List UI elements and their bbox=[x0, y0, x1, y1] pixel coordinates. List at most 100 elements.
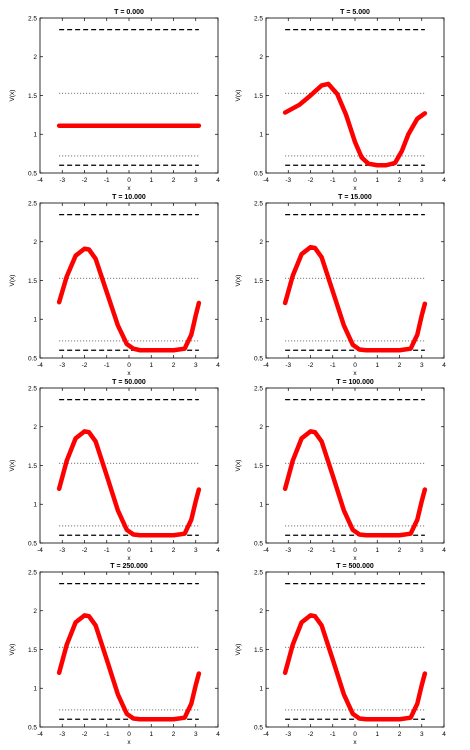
x-tick-label: 1 bbox=[375, 362, 379, 369]
y-axis-label: V(x) bbox=[235, 460, 242, 472]
x-tick-label: 1 bbox=[149, 731, 153, 738]
y-tick-label: 2 bbox=[259, 424, 263, 431]
x-tick-label: 4 bbox=[442, 731, 446, 738]
chart-title: T = 500.000 bbox=[336, 563, 374, 570]
x-tick-label: 4 bbox=[442, 362, 446, 369]
series-line-1 bbox=[56, 613, 202, 722]
x-tick-label: -4 bbox=[263, 547, 269, 554]
x-tick-label: 0 bbox=[353, 362, 357, 369]
x-tick-label: -1 bbox=[330, 731, 336, 738]
x-tick-label: -4 bbox=[263, 362, 269, 369]
y-tick-label: 0.5 bbox=[254, 355, 263, 362]
x-tick-label: 2 bbox=[398, 362, 402, 369]
y-tick-label: 1.5 bbox=[28, 93, 37, 100]
y-tick-label: 2 bbox=[259, 54, 263, 61]
y-tick-label: 2 bbox=[259, 239, 263, 246]
y-axis-label: V(x) bbox=[235, 90, 242, 102]
x-tick-label: 3 bbox=[420, 547, 424, 554]
x-tick-label: -3 bbox=[285, 362, 291, 369]
x-tick-label: -2 bbox=[82, 177, 88, 184]
series-line-1 bbox=[282, 81, 428, 168]
y-tick-label: 1 bbox=[33, 686, 37, 693]
y-tick-label: 2.5 bbox=[254, 385, 263, 392]
chart-panel-1: -4 -3 -2 -1 0 1 2 3 4 0.5 1 1.5 2 2.5 T = 0.000 x V(x) bbox=[9, 9, 220, 192]
x-tick-label: 4 bbox=[442, 177, 446, 184]
x-axis-label: x bbox=[353, 185, 357, 192]
x-tick-label: 4 bbox=[216, 731, 220, 738]
y-tick-label: 1.5 bbox=[28, 278, 37, 285]
x-axis-label: x bbox=[353, 370, 357, 377]
y-tick-label: 2 bbox=[33, 54, 37, 61]
chart-title: T = 10.000 bbox=[112, 194, 146, 201]
x-tick-label: 0 bbox=[127, 177, 131, 184]
x-tick-label: -2 bbox=[82, 362, 88, 369]
x-tick-label: 0 bbox=[353, 177, 357, 184]
x-tick-label: 2 bbox=[398, 547, 402, 554]
y-tick-label: 0.5 bbox=[28, 355, 37, 362]
plot-frame bbox=[39, 17, 219, 174]
y-axis-label: V(x) bbox=[9, 644, 16, 656]
chart-title: T = 50.000 bbox=[112, 379, 146, 386]
y-tick-label: 0.5 bbox=[254, 724, 263, 731]
x-tick-label: 3 bbox=[194, 362, 198, 369]
x-tick-label: -1 bbox=[104, 547, 110, 554]
chart-panel-4: -4 -3 -2 -1 0 1 2 3 4 0.5 1 1.5 2 2.5 T = 15.000 x V(x) bbox=[235, 194, 446, 377]
y-tick-label: 1 bbox=[33, 317, 37, 324]
y-tick-label: 1.5 bbox=[28, 647, 37, 654]
y-tick-label: 2 bbox=[33, 608, 37, 615]
y-tick-label: 1 bbox=[259, 132, 263, 139]
x-tick-label: 2 bbox=[172, 731, 176, 738]
y-tick-label: 2.5 bbox=[254, 569, 263, 576]
series-line-1 bbox=[56, 246, 202, 353]
x-tick-label: 0 bbox=[353, 731, 357, 738]
x-tick-label: 1 bbox=[375, 731, 379, 738]
x-tick-label: 1 bbox=[149, 547, 153, 554]
y-tick-label: 1.5 bbox=[254, 647, 263, 654]
series-line-1 bbox=[282, 429, 428, 538]
x-tick-label: 2 bbox=[172, 547, 176, 554]
x-tick-label: -4 bbox=[37, 177, 43, 184]
y-tick-label: 0.5 bbox=[28, 540, 37, 547]
y-tick-label: 1 bbox=[259, 317, 263, 324]
x-tick-label: 2 bbox=[398, 177, 402, 184]
x-tick-label: -1 bbox=[104, 362, 110, 369]
chart-title: T = 100.000 bbox=[336, 379, 374, 386]
x-axis-label: x bbox=[127, 370, 131, 377]
x-tick-label: 2 bbox=[172, 177, 176, 184]
plot-frame bbox=[265, 17, 445, 174]
x-tick-label: -3 bbox=[59, 177, 65, 184]
x-tick-label: -4 bbox=[37, 547, 43, 554]
x-tick-label: -4 bbox=[37, 362, 43, 369]
x-tick-label: 0 bbox=[127, 547, 131, 554]
x-tick-label: 3 bbox=[420, 362, 424, 369]
x-tick-label: -3 bbox=[59, 547, 65, 554]
chart-panel-8: -4 -3 -2 -1 0 1 2 3 4 0.5 1 1.5 2 2.5 T = 500.000 x V(x) bbox=[235, 563, 446, 746]
x-tick-label: -2 bbox=[82, 547, 88, 554]
x-tick-label: -2 bbox=[308, 362, 314, 369]
x-tick-label: 1 bbox=[375, 547, 379, 554]
y-tick-label: 2.5 bbox=[254, 15, 263, 22]
x-tick-label: 0 bbox=[127, 362, 131, 369]
x-tick-label: -2 bbox=[308, 177, 314, 184]
x-tick-label: 3 bbox=[194, 547, 198, 554]
y-tick-label: 1 bbox=[33, 132, 37, 139]
x-axis-label: x bbox=[353, 555, 357, 562]
x-axis-label: x bbox=[127, 739, 131, 746]
y-tick-label: 2.5 bbox=[28, 200, 37, 207]
x-tick-label: -4 bbox=[263, 731, 269, 738]
series-line-1 bbox=[56, 429, 202, 538]
y-tick-label: 0.5 bbox=[28, 170, 37, 177]
y-tick-label: 1.5 bbox=[254, 278, 263, 285]
x-tick-label: 4 bbox=[216, 547, 220, 554]
x-tick-label: 1 bbox=[375, 177, 379, 184]
chart-panel-2: -4 -3 -2 -1 0 1 2 3 4 0.5 1 1.5 2 2.5 T = 5.000 x V(x) bbox=[235, 9, 446, 192]
chart-title: T = 0.000 bbox=[114, 9, 144, 16]
y-tick-label: 2.5 bbox=[254, 200, 263, 207]
y-tick-label: 2.5 bbox=[28, 569, 37, 576]
x-tick-label: -2 bbox=[82, 731, 88, 738]
y-tick-label: 2 bbox=[33, 239, 37, 246]
x-tick-label: 0 bbox=[353, 547, 357, 554]
x-tick-label: -1 bbox=[104, 177, 110, 184]
y-tick-label: 2 bbox=[259, 608, 263, 615]
x-tick-label: -3 bbox=[59, 731, 65, 738]
